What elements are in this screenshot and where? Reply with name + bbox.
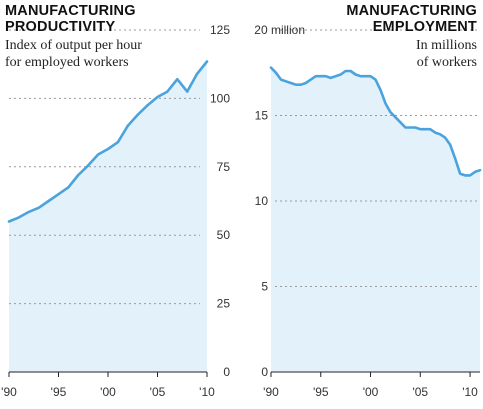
productivity-subtitle-line-1: Index of output per hour (5, 38, 142, 53)
employment-y-tick-label: 5 (261, 280, 268, 294)
employment-title-line-2: EMPLOYMENT (373, 19, 477, 35)
productivity-plot-area: 125 100 75 50 25 0 '90 '95 '00 '05 '10 (1, 23, 230, 399)
employment-y-tick-label: 10 (255, 194, 269, 208)
productivity-x-tick-label: '10 (199, 385, 215, 399)
employment-x-tick-label: '05 (412, 385, 428, 399)
productivity-x-tick-label: '00 (100, 385, 116, 399)
productivity-y-tick-label: 50 (217, 228, 231, 242)
employment-plot-area: 20 million 15 10 5 0 '90 '95 '00 '05 '10 (254, 23, 482, 399)
employment-y-tick-label: 20 million (254, 23, 305, 37)
productivity-area-fill (9, 61, 207, 372)
productivity-x-tick-label: '05 (150, 385, 166, 399)
employment-title-line-1: MANUFACTURING (346, 3, 477, 19)
productivity-y-tick-label: 25 (217, 297, 231, 311)
productivity-y-tick-label: 75 (217, 160, 231, 174)
productivity-y-tick-label: 125 (210, 23, 230, 37)
employment-subtitle-line-1: In millions (416, 38, 477, 53)
employment-subtitle-line-2: of workers (417, 55, 477, 70)
employment-series-line (269, 66, 482, 177)
employment-area-fill (271, 67, 480, 372)
productivity-series-line (7, 60, 209, 223)
employment-x-tick-label: '95 (313, 385, 329, 399)
productivity-x-tick-label: '95 (51, 385, 67, 399)
employment-x-tick-label: '00 (363, 385, 379, 399)
employment-panel: 20 million 15 10 5 0 '90 '95 '00 '05 '10 MANUFACT… (254, 3, 482, 399)
productivity-panel: 125 100 75 50 25 0 '90 '95 '00 '05 '10 MANUFACTURI… (1, 3, 230, 399)
productivity-y-tick-label: 100 (210, 91, 230, 105)
productivity-title-line-2: PRODUCTIVITY (5, 19, 115, 35)
productivity-subtitle-line-2: for employed workers (5, 55, 129, 70)
employment-y-tick-label: 15 (255, 109, 269, 123)
productivity-x-tick-label: '90 (1, 385, 17, 399)
employment-x-tick-label: '90 (263, 385, 279, 399)
productivity-title-line-1: MANUFACTURING (5, 3, 136, 19)
productivity-y-tick-label: 0 (223, 365, 230, 379)
employment-x-tick-label: '10 (462, 385, 478, 399)
employment-y-tick-label: 0 (261, 365, 268, 379)
